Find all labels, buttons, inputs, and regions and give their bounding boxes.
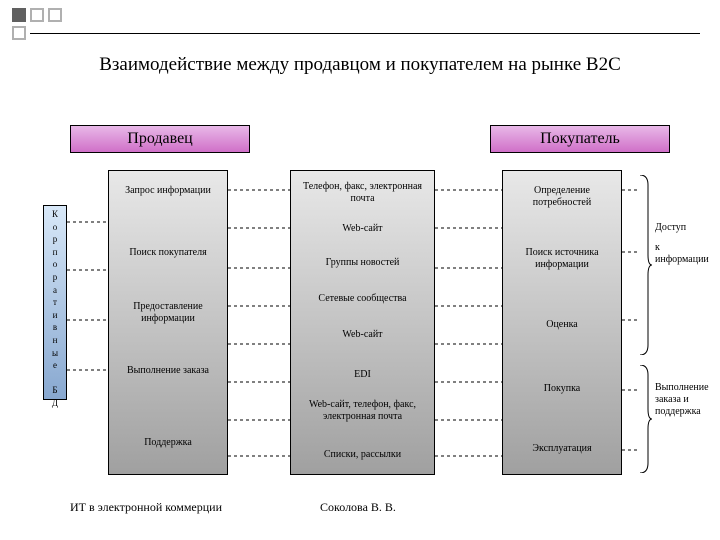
- middle-column: Телефон, факс, электронная почта Web-сайт…: [290, 170, 435, 475]
- buyer-cell: Оценка: [503, 319, 621, 331]
- channel-cell: Списки, рассылки: [291, 449, 434, 461]
- deco-bullet: [48, 8, 62, 22]
- deco-bullet: [30, 8, 44, 22]
- brace-icon: [638, 175, 652, 355]
- side-label: Доступ: [655, 222, 686, 234]
- buyer-cell: Покупка: [503, 383, 621, 395]
- seller-header: Продавец: [70, 125, 250, 153]
- buyer-cell: Эксплуатация: [503, 443, 621, 455]
- buyer-header: Покупатель: [490, 125, 670, 153]
- seller-cell: Поддержка: [109, 437, 227, 449]
- channel-cell: Web-сайт, телефон, факс, электронная поч…: [291, 399, 434, 422]
- buyer-column: Определение потребностей Поиск источника …: [502, 170, 622, 475]
- seller-cell: Выполнение заказа: [109, 365, 227, 377]
- seller-cell: Поиск покупателя: [109, 247, 227, 259]
- buyer-cell: Поиск источника информации: [503, 247, 621, 270]
- seller-cell: Предоставление информации: [109, 301, 227, 324]
- corp-db-bar: К о р п о р а т и в н ы е Б Д: [43, 205, 67, 400]
- channel-cell: Сетевые сообщества: [291, 293, 434, 305]
- channel-cell: EDI: [291, 369, 434, 381]
- deco-bullet: [12, 8, 26, 22]
- channel-cell: Web-сайт: [291, 329, 434, 341]
- seller-header-label: Продавец: [127, 130, 192, 148]
- footer-right: Соколова В. В.: [320, 500, 396, 515]
- buyer-header-label: Покупатель: [540, 130, 620, 148]
- title-rule: [30, 33, 700, 34]
- buyer-cell: Определение потребностей: [503, 185, 621, 208]
- diagram-title: Взаимодействие между продавцом и покупат…: [60, 54, 660, 76]
- side-label: к информации: [655, 242, 705, 266]
- seller-cell: Запрос информации: [109, 185, 227, 197]
- footer-left: ИТ в электронной коммерции: [70, 500, 222, 515]
- side-label: Выполнение заказа и поддержка: [655, 382, 705, 418]
- channel-cell: Web-сайт: [291, 223, 434, 235]
- channel-cell: Группы новостей: [291, 257, 434, 269]
- channel-cell: Телефон, факс, электронная почта: [291, 181, 434, 204]
- seller-column: Запрос информации Поиск покупателя Предост…: [108, 170, 228, 475]
- brace-icon: [638, 365, 652, 473]
- deco-bullet: [12, 26, 26, 40]
